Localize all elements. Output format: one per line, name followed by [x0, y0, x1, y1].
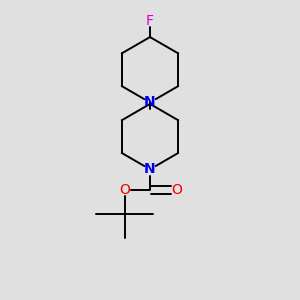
Text: F: F — [146, 14, 154, 28]
Text: N: N — [144, 95, 156, 110]
Text: N: N — [144, 162, 156, 176]
Text: O: O — [171, 183, 182, 197]
Text: O: O — [119, 183, 130, 197]
